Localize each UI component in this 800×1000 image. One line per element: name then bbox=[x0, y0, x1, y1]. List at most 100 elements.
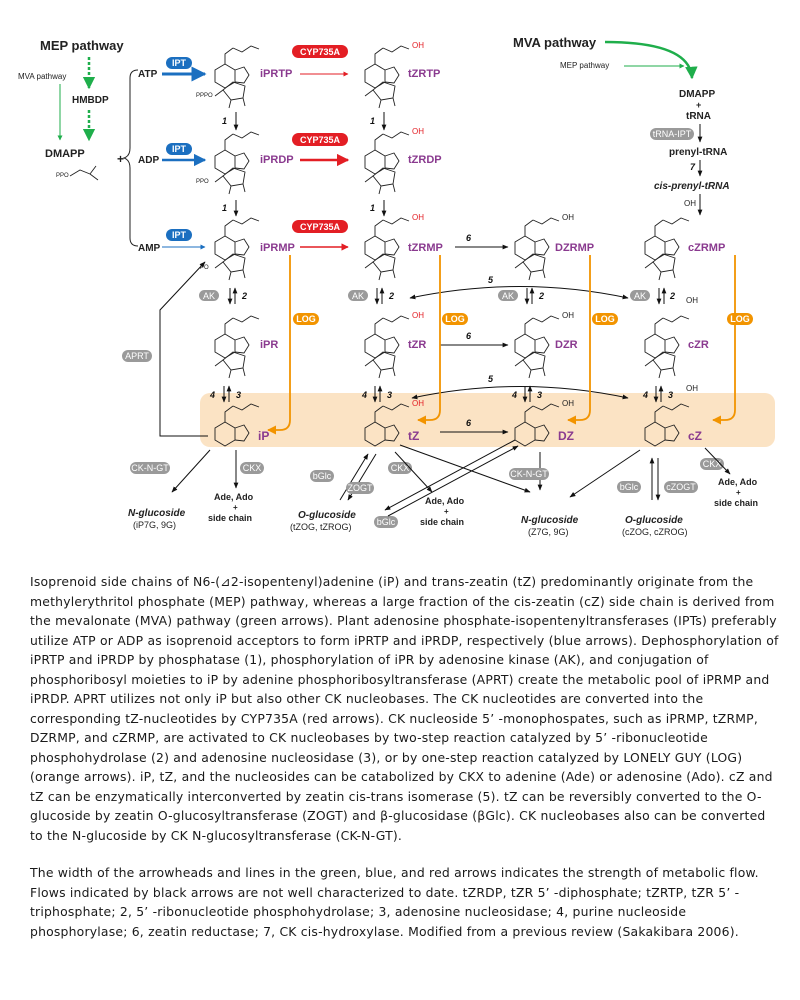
svg-text:CYP735A: CYP735A bbox=[300, 47, 341, 57]
mep-pathway-title: MEP pathway bbox=[40, 38, 124, 53]
plus-right: + bbox=[696, 100, 701, 110]
czrmp-structure bbox=[644, 217, 690, 281]
tzr-structure bbox=[364, 315, 410, 379]
log-pill-3: LOG bbox=[592, 313, 618, 325]
svg-text:LOG: LOG bbox=[296, 314, 316, 324]
num-6-a: 6 bbox=[466, 233, 472, 243]
o-glucoside-cz-label: O-glucoside bbox=[625, 515, 683, 526]
log-pill-4: LOG bbox=[727, 313, 753, 325]
iprdp-structure bbox=[214, 131, 260, 195]
arrow-aprt-ip-iprmp bbox=[159, 261, 208, 437]
cyp735a-pill-3: CYP735A bbox=[292, 220, 348, 233]
dzr-structure bbox=[514, 315, 560, 379]
iprdp-ppo: PPO bbox=[196, 179, 209, 185]
hmbdp-label: HMBDP bbox=[72, 95, 109, 106]
svg-text:LOG: LOG bbox=[595, 314, 615, 324]
ak-pill-1: AK bbox=[199, 290, 219, 301]
tz-oh: OH bbox=[412, 399, 424, 408]
cyp735a-pill-1: CYP735A bbox=[292, 45, 348, 58]
svg-text:LOG: LOG bbox=[445, 314, 465, 324]
ade-ado-tz-plus: + bbox=[444, 507, 449, 516]
num-3-c: 3 bbox=[537, 390, 542, 400]
n-glucoside-z-label: N-glucoside bbox=[521, 515, 579, 526]
ipt-amp-pill: IPT bbox=[166, 229, 192, 241]
n-glucoside-ip-label: N-glucoside bbox=[128, 508, 186, 519]
bglc-pill-1: bGlc bbox=[310, 470, 334, 482]
ak-pill-4: AK bbox=[630, 290, 650, 301]
num-3-b: 3 bbox=[387, 390, 392, 400]
caption-paragraph-2: The width of the arrowheads and lines in… bbox=[30, 865, 759, 939]
trna-label: tRNA bbox=[686, 111, 711, 122]
arrow-tz-ckx bbox=[394, 451, 433, 493]
tzrdp-label: tZRDP bbox=[408, 154, 442, 166]
czr-oh: OH bbox=[686, 296, 698, 305]
svg-text:tRNA-IPT: tRNA-IPT bbox=[653, 129, 692, 139]
arrow-5-tzr-czrmp bbox=[409, 286, 629, 300]
tzrdp-oh: OH bbox=[412, 127, 424, 136]
num-6-c: 6 bbox=[466, 418, 472, 428]
bglc-pill-3: bGlc bbox=[617, 481, 641, 493]
ipt-atp-pill: IPT bbox=[166, 57, 192, 69]
iprtp-structure bbox=[214, 45, 260, 109]
svg-text:CYP735A: CYP735A bbox=[300, 222, 341, 232]
n-glucoside-ip-sub: (iP7G, 9G) bbox=[133, 520, 176, 530]
caption-paragraph-1: Isoprenoid side chains of N6-(⊿2-isopent… bbox=[30, 574, 779, 843]
svg-text:bGlc: bGlc bbox=[313, 471, 332, 481]
num-4-a: 4 bbox=[209, 390, 215, 400]
dzr-oh: OH bbox=[562, 311, 574, 320]
ade-ado-ip-plus: + bbox=[233, 503, 238, 512]
svg-text:AK: AK bbox=[203, 291, 215, 301]
svg-text:AK: AK bbox=[634, 291, 646, 301]
czrmp-label: cZRMP bbox=[688, 242, 725, 254]
svg-text:CKX: CKX bbox=[703, 459, 722, 469]
num-2-c: 2 bbox=[538, 291, 544, 301]
amp-label: AMP bbox=[138, 243, 161, 254]
figure-caption: Isoprenoid side chains of N6-(⊿2-isopent… bbox=[30, 572, 780, 959]
dmapp-structure bbox=[69, 165, 99, 181]
num-3-a: 3 bbox=[236, 390, 241, 400]
tzrdp-structure bbox=[364, 131, 410, 195]
ipr-label: iPR bbox=[260, 339, 278, 351]
num-3-d: 3 bbox=[668, 390, 673, 400]
o-glucoside-cz-sub: (cZOG, cZROG) bbox=[622, 527, 688, 537]
svg-text:bGlc: bGlc bbox=[377, 517, 396, 527]
arrow-cz-ckx bbox=[704, 447, 731, 475]
svg-text:CYP735A: CYP735A bbox=[300, 135, 341, 145]
num-4-c: 4 bbox=[511, 390, 517, 400]
arrow-ip-n-glucoside bbox=[171, 449, 211, 493]
svg-text:bGlc: bGlc bbox=[620, 482, 639, 492]
num-6-b: 6 bbox=[466, 331, 472, 341]
dzrmp-label: DZRMP bbox=[555, 242, 594, 254]
svg-text:ZOGT: ZOGT bbox=[348, 483, 373, 493]
tzr-label: tZR bbox=[408, 339, 426, 351]
cz-label: cZ bbox=[688, 429, 702, 443]
plus-sign: + bbox=[117, 152, 124, 166]
svg-text:LOG: LOG bbox=[730, 314, 750, 324]
orange-arrow-log-tz bbox=[417, 255, 441, 425]
ckx-pill-1: CKX bbox=[240, 462, 264, 474]
mva-pathway-small-label: MVA pathway bbox=[18, 72, 66, 81]
svg-text:IPT: IPT bbox=[172, 230, 187, 240]
arrow-cz-n-glucoside bbox=[569, 449, 641, 498]
svg-text:IPT: IPT bbox=[172, 58, 187, 68]
svg-text:CKX: CKX bbox=[391, 463, 410, 473]
cis-prenyl-trna-label: cis-prenyl-tRNA bbox=[654, 181, 730, 192]
aprt-pill: APRT bbox=[122, 350, 152, 362]
ade-ado-ip-label: Ade, Ado bbox=[214, 492, 254, 502]
tzrmp-structure bbox=[364, 217, 410, 281]
cz-oh: OH bbox=[686, 384, 698, 393]
orange-arrow-log-ip bbox=[267, 255, 291, 435]
ade-ado-cz-label: Ade, Ado bbox=[718, 477, 758, 487]
num-4-d: 4 bbox=[642, 390, 648, 400]
cytokinin-biosynthesis-diagram: MEP pathway MVA pathway HMBDP DMAPP PPO … bbox=[18, 35, 775, 537]
tz-label: tZ bbox=[408, 429, 419, 443]
svg-text:IPT: IPT bbox=[172, 144, 187, 154]
iprmp-structure bbox=[214, 217, 260, 281]
dzrmp-structure bbox=[514, 217, 560, 281]
arrow-5-tz-cz bbox=[411, 386, 629, 400]
czr-label: cZR bbox=[688, 339, 709, 351]
iprdp-label: iPRDP bbox=[260, 154, 294, 166]
ckngt-pill-2: CK-N-GT bbox=[509, 468, 549, 480]
svg-text:CKX: CKX bbox=[243, 463, 262, 473]
tzrtp-structure bbox=[364, 45, 410, 109]
